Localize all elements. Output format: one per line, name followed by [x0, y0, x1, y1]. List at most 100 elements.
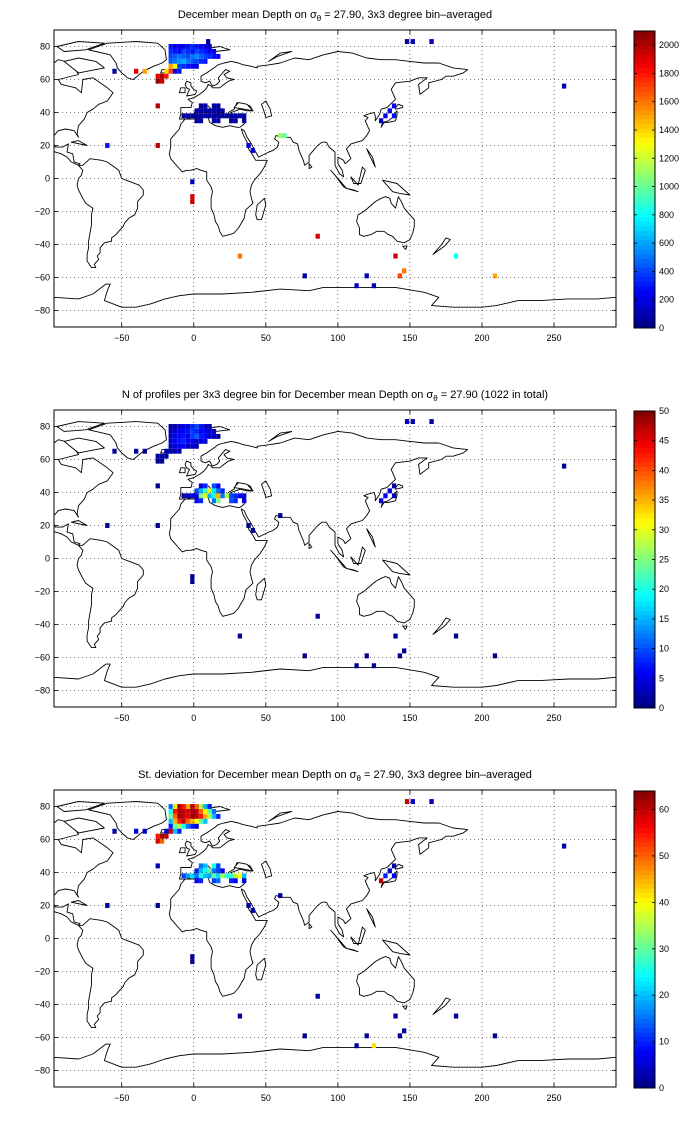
coastline-sumatra [330, 929, 347, 949]
colorbar-segment [634, 804, 655, 810]
data-cell [190, 579, 195, 585]
data-cell [190, 179, 195, 185]
colorbar-segment [634, 109, 655, 115]
colorbar-segment [634, 281, 655, 287]
colorbar-segment [634, 842, 655, 847]
coastlines [54, 41, 616, 327]
data-cell [216, 433, 221, 439]
data-cell [211, 498, 217, 504]
data-cell [315, 613, 320, 619]
colorbar-segment [634, 494, 655, 500]
data-cell [211, 493, 217, 499]
data-cell [155, 833, 160, 839]
data-cell [203, 428, 208, 434]
data-cell [194, 823, 199, 829]
colorbar-segment [634, 981, 655, 987]
data-cell [181, 63, 186, 69]
data-cell [203, 438, 208, 444]
data-cell [172, 443, 178, 449]
data-cell [211, 873, 217, 879]
data-cell [194, 58, 199, 64]
data-cell [198, 113, 204, 119]
coastline-south-america [76, 918, 144, 1029]
data-cell [207, 48, 212, 54]
data-cell [203, 493, 208, 499]
data-cell [216, 483, 221, 489]
data-cell [207, 108, 212, 114]
title-text-tail: = 27.90, 3x3 degree bin–averaged [321, 9, 492, 21]
colorbar-segment [634, 221, 655, 227]
data-cell [185, 813, 191, 819]
data-cell [203, 804, 208, 809]
colorbar-segment [634, 647, 655, 653]
data-cell [216, 878, 221, 884]
colorbar-segment [634, 698, 655, 704]
data-cell [378, 878, 384, 884]
x-tick-label: 200 [474, 333, 489, 343]
data-cell [364, 653, 369, 659]
data-cell [315, 993, 320, 999]
coastline-madagascar [255, 197, 267, 221]
data-cell [172, 813, 178, 819]
colorbar-tick-label: 30 [659, 944, 669, 954]
colorbar-segment [634, 290, 655, 296]
colorbar-tick-label: 0 [659, 703, 664, 713]
colorbar-tick-label: 1000 [659, 182, 679, 192]
colorbar-segment [634, 267, 655, 273]
data-cell [185, 44, 191, 49]
data-cell [391, 103, 397, 109]
data-cell [194, 108, 199, 114]
data-cell [194, 488, 199, 494]
data-cell [181, 58, 186, 64]
colorbar-segment [634, 77, 655, 83]
data-cell [216, 108, 221, 114]
colorbar-tick-label: 10 [659, 1037, 669, 1047]
data-cell [181, 44, 186, 49]
colorbar-segment [634, 601, 655, 607]
coastline-java [346, 567, 359, 573]
data-cell [250, 527, 256, 533]
data-cell [112, 828, 117, 834]
data-cell [211, 868, 217, 874]
data-cell [242, 878, 247, 884]
data-cell [364, 273, 369, 279]
colorbar-segment [634, 119, 655, 125]
data-cell [211, 428, 217, 434]
colorbar-segment [634, 897, 655, 903]
colorbar-segment [634, 147, 655, 152]
colorbar-segment [634, 610, 655, 616]
colorbar-segment [634, 1032, 655, 1038]
colorbar-tick-label: 0 [659, 1083, 664, 1093]
colorbar-segment [634, 703, 655, 709]
data-cell [207, 433, 212, 439]
colorbar-segment [634, 263, 655, 268]
y-tick-label: 80 [40, 42, 50, 52]
colorbar-segment [634, 948, 655, 954]
colorbar-segment [634, 151, 655, 157]
data-cell [194, 818, 199, 824]
data-cell [378, 498, 384, 504]
y-tick-label: −40 [35, 240, 50, 250]
data-cell [561, 843, 567, 849]
colorbar-segment [634, 675, 655, 681]
colorbar-segment [634, 235, 655, 241]
data-cell [105, 523, 110, 528]
data-cell [194, 433, 199, 439]
data-cell [203, 433, 208, 439]
data-cell [172, 433, 178, 439]
y-tick-label: 80 [40, 802, 50, 812]
colorbar-segment [634, 1009, 655, 1015]
data-cell [133, 448, 139, 454]
colorbar-segment [634, 174, 655, 180]
y-tick-label: 40 [40, 868, 50, 878]
map-panel-2: N of profiles per 3x3 degree bin for Dec… [35, 389, 669, 723]
data-cell [190, 199, 195, 205]
x-tick-label: 100 [330, 1093, 345, 1103]
data-cell [211, 878, 217, 884]
colorbar-segment [634, 1074, 655, 1080]
x-tick-label: 100 [330, 713, 345, 723]
colorbar-segment [634, 916, 655, 922]
data-cell [233, 498, 238, 504]
data-cell [159, 838, 165, 844]
colorbar-segment [634, 1064, 655, 1070]
